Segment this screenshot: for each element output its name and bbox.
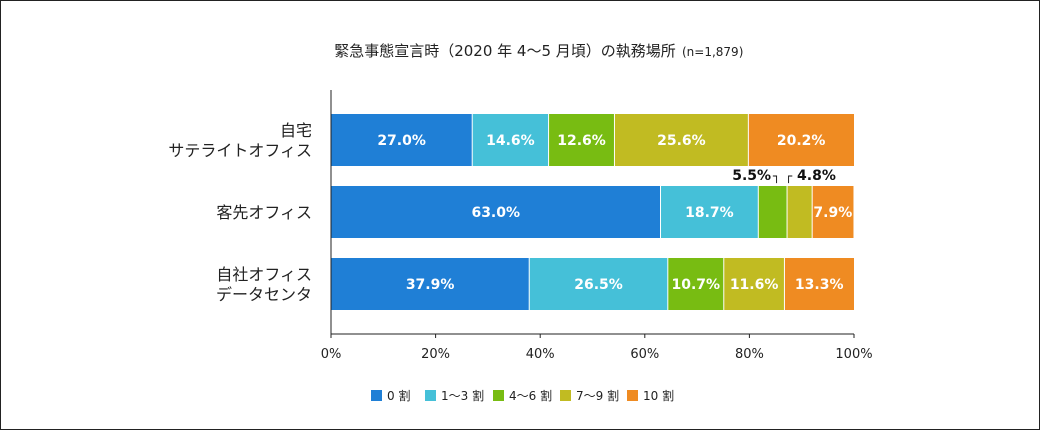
bar-segment [660,186,759,238]
bar-value-label: 25.6% [657,133,706,149]
legend: 0 割 1～3 割 4～6 割 7～9 割 10 割 [371,388,674,403]
x-tick-label: 100% [835,347,872,362]
x-tick-label: 40% [526,347,555,362]
bar-value-label: 18.7% [685,205,734,221]
bar-segment [331,114,473,166]
x-tick-label: 60% [630,347,659,362]
bar-value-label: 37.9% [406,277,455,293]
bar-segment [748,114,854,166]
x-tick-label: 20% [421,347,450,362]
category-label: 自社オフィス [216,265,312,284]
category-label: データセンタ [216,285,312,304]
legend-label: 10 割 [643,388,674,403]
bar-value-label: 20.2% [777,133,826,149]
bar-segment [723,258,785,310]
bar-segment [472,114,549,166]
legend-swatch [371,390,382,401]
bar-segment [614,114,749,166]
chart-title: 緊急事態宣言時（2020 年 4～5 月頃）の執務場所 [334,42,676,60]
bar-value-label: 7.9% [813,205,852,221]
legend-swatch [493,390,504,401]
legend-label: 7～9 割 [576,388,619,403]
bar-value-label: 27.0% [377,133,426,149]
bar-value-label: 26.5% [574,277,623,293]
legend-label: 1～3 割 [441,388,484,403]
legend-swatch [425,390,436,401]
bar-value-label: 11.6% [730,277,779,293]
bar-segment [331,186,661,238]
bar-segment [784,258,854,310]
bar-segment [667,258,724,310]
bar-segment [812,186,854,238]
legend-swatch [627,390,638,401]
category-label: 自宅 [280,121,312,140]
bar-value-label: 13.3% [795,277,844,293]
bar-segment [331,258,530,310]
bar-value-label: 12.6% [557,133,606,149]
x-axis: 0% 20% 40% 60% 80% 100% [321,90,873,362]
legend-label: 0 割 [387,388,410,403]
chart-sample-size: (n=1,879) [682,45,743,59]
bar-segment [787,186,813,238]
bars-group: 27.0% 14.6% 12.6% 25.6% 20.2% 63.0% 18.7% 7.9% 3… [331,114,854,310]
bar-segment [758,186,788,238]
callout-label: 4.8% [797,168,836,184]
bar-value-label: 63.0% [471,205,520,221]
x-tick-label: 80% [735,347,764,362]
callout-bracket: ┐ [772,169,780,183]
bar-segment [548,114,615,166]
bar-value-label: 10.7% [672,277,721,293]
callout-label: 5.5% [732,168,771,184]
category-label: 客先オフィス [216,203,312,222]
legend-label: 4～6 割 [509,388,552,403]
x-tick-label: 0% [321,347,342,362]
legend-swatch [560,390,571,401]
callout-bracket: ┌ [785,169,793,183]
category-label: サテライトオフィス [168,141,312,160]
bar-segment [529,258,668,310]
bar-value-label: 14.6% [486,133,535,149]
